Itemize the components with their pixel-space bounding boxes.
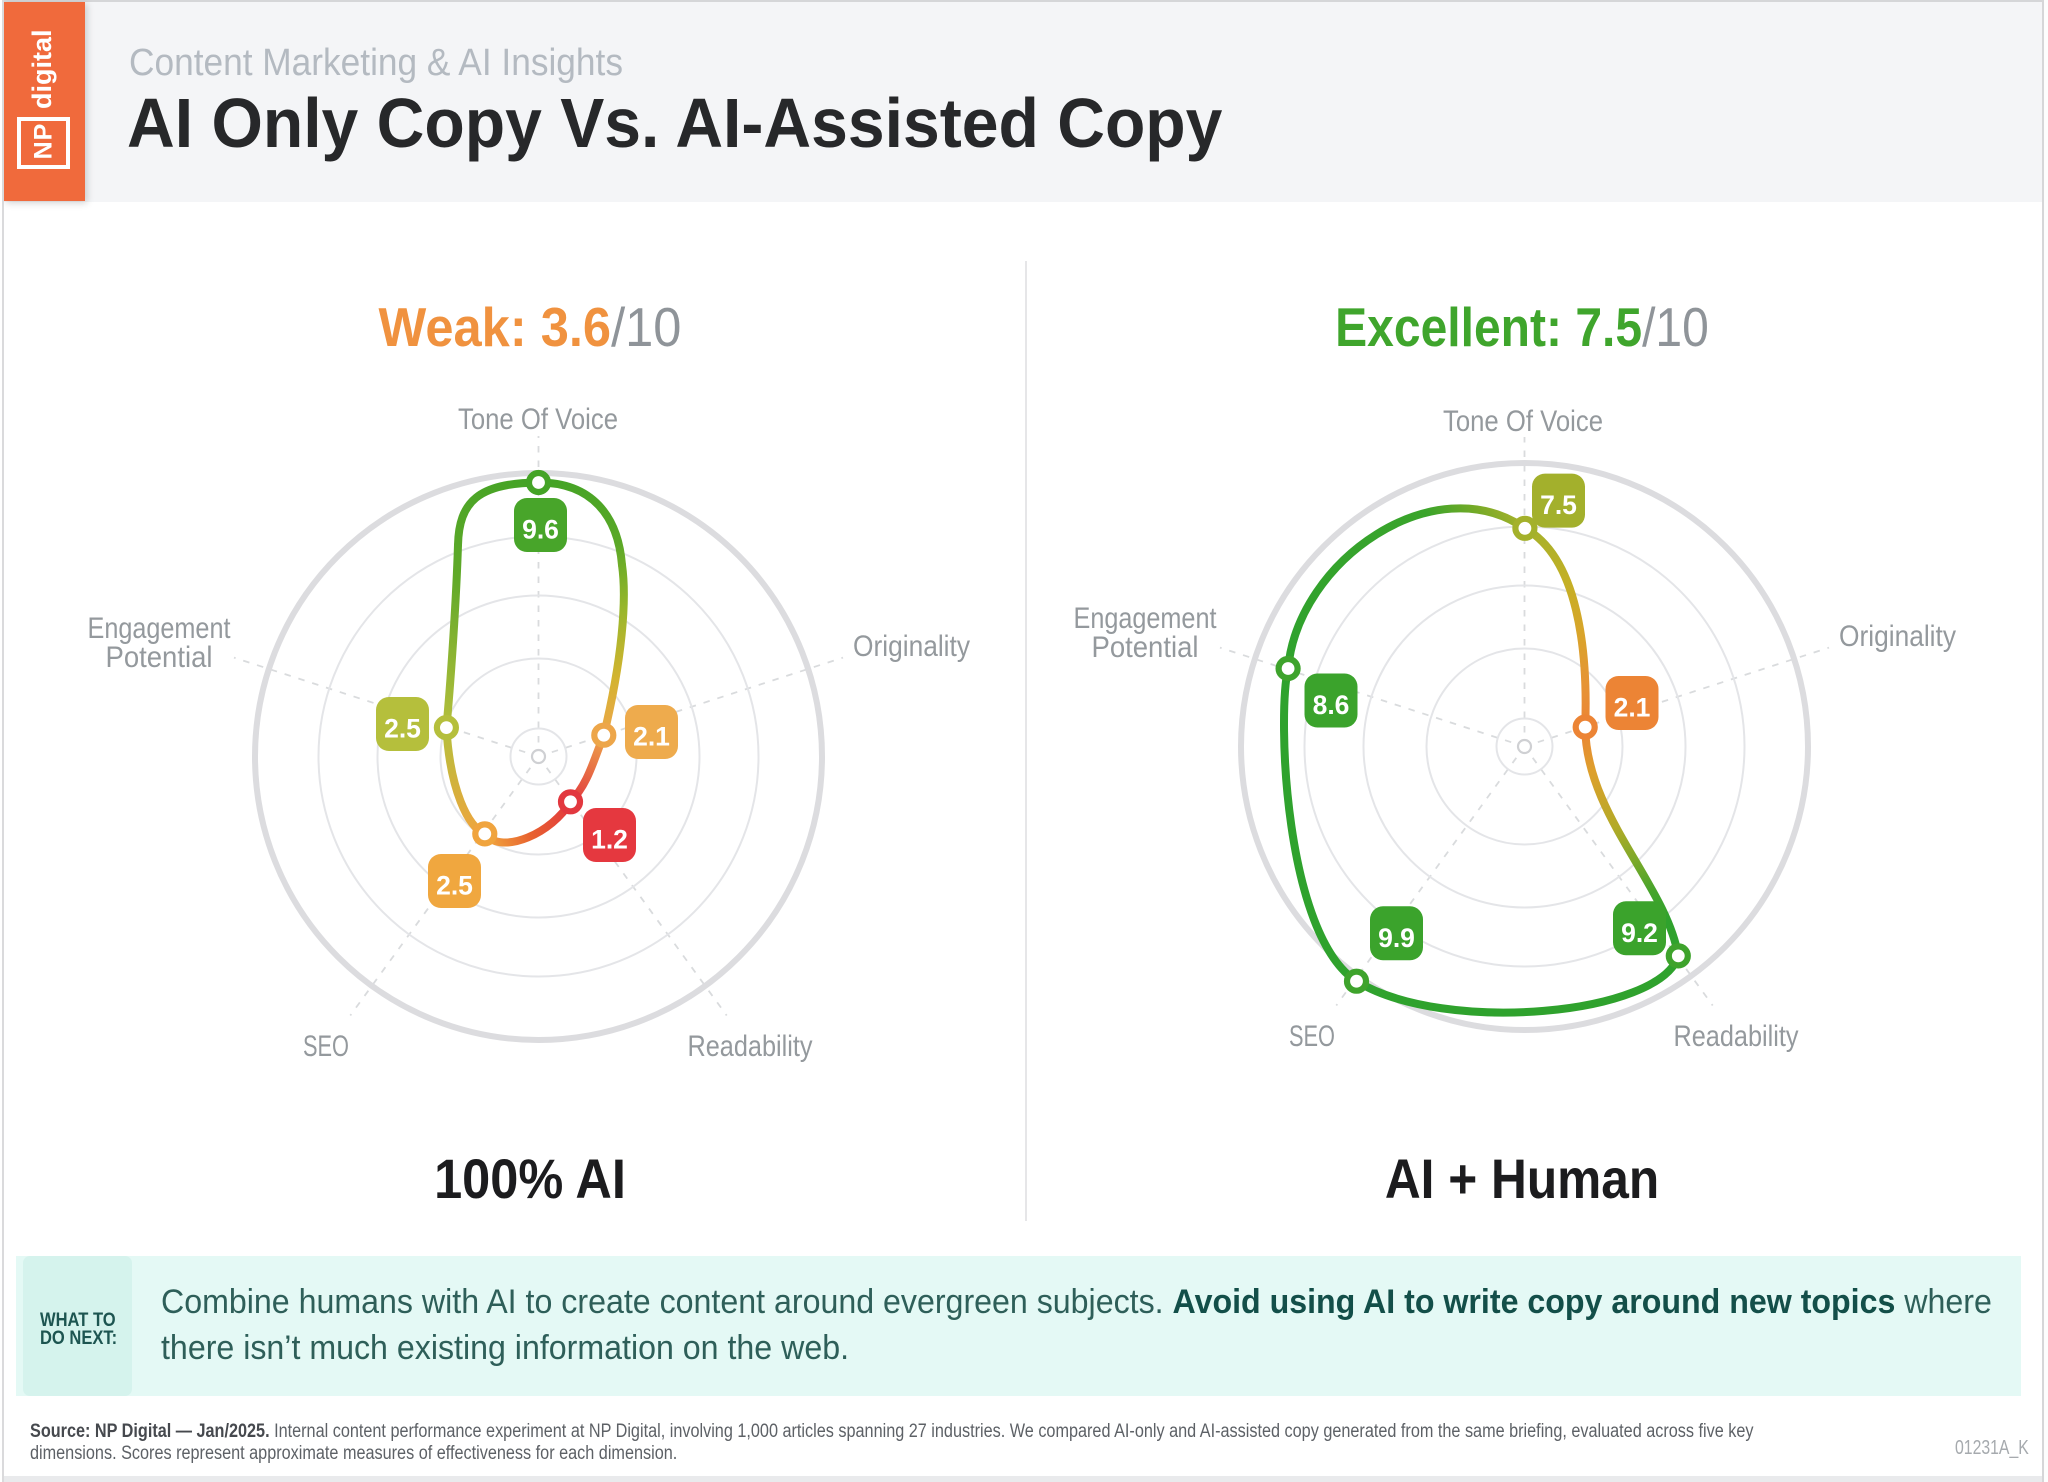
svg-text:Originality: Originality: [853, 630, 970, 663]
svg-text:9.2: 9.2: [1621, 918, 1658, 948]
svg-text:2.5: 2.5: [384, 714, 421, 744]
svg-text:Originality: Originality: [1839, 620, 1956, 653]
svg-text:Engagement: Engagement: [1074, 602, 1218, 635]
svg-text:Potential: Potential: [106, 641, 213, 674]
svg-text:8.6: 8.6: [1313, 690, 1350, 720]
svg-text:9.6: 9.6: [522, 515, 559, 545]
svg-text:7.5: 7.5: [1540, 490, 1577, 520]
svg-text:Engagement: Engagement: [88, 612, 232, 645]
svg-text:SEO: SEO: [1289, 1020, 1335, 1053]
svg-text:Readability: Readability: [1674, 1020, 1799, 1053]
svg-text:Tone Of Voice: Tone Of Voice: [458, 403, 618, 436]
svg-text:Tone Of Voice: Tone Of Voice: [1443, 405, 1603, 438]
svg-text:2.5: 2.5: [436, 871, 473, 901]
svg-text:2.1: 2.1: [1614, 693, 1651, 723]
svg-text:1.2: 1.2: [591, 825, 628, 855]
svg-text:Potential: Potential: [1092, 631, 1199, 664]
svg-text:SEO: SEO: [303, 1030, 349, 1063]
svg-text:Readability: Readability: [688, 1030, 813, 1063]
svg-text:9.9: 9.9: [1378, 923, 1415, 953]
svg-text:2.1: 2.1: [633, 722, 670, 752]
